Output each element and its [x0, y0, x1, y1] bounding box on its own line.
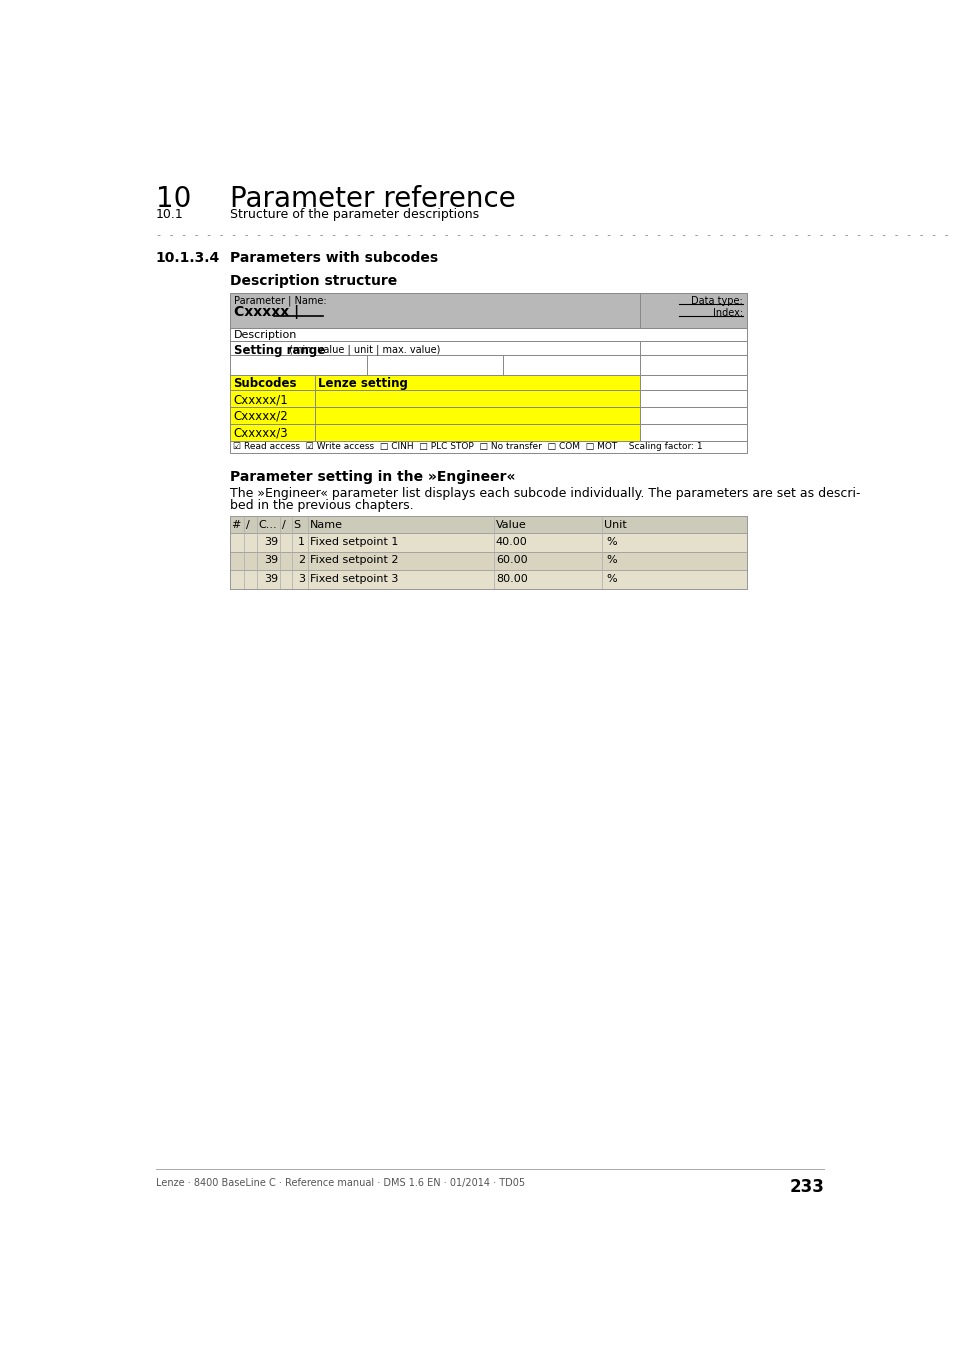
Text: Fixed setpoint 2: Fixed setpoint 2	[310, 555, 398, 566]
Text: #: #	[232, 520, 241, 531]
Text: Cxxxxx |: Cxxxxx |	[233, 305, 298, 319]
Text: Description structure: Description structure	[230, 274, 396, 288]
Text: Setting range: Setting range	[233, 344, 325, 356]
Text: Lenze · 8400 BaseLine C · Reference manual · DMS 1.6 EN · 01/2014 · TD05: Lenze · 8400 BaseLine C · Reference manu…	[155, 1179, 524, 1188]
Bar	[639, 390, 746, 406]
Text: Data type:: Data type:	[691, 296, 742, 306]
Text: Cxxxxx/2: Cxxxxx/2	[233, 410, 288, 423]
Text: (min. value | unit | max. value): (min. value | unit | max. value)	[286, 344, 439, 355]
Text: Index:: Index:	[712, 308, 742, 319]
Bar	[230, 533, 746, 552]
Text: 3: 3	[298, 574, 305, 585]
Text: Cxxxxx/3: Cxxxxx/3	[233, 427, 288, 440]
Text: 40.00: 40.00	[496, 537, 527, 547]
Text: - - - - - - - - - - - - - - - - - - - - - - - - - - - - - - - - - - - - - - - - : - - - - - - - - - - - - - - - - - - - - …	[155, 230, 953, 240]
Text: Structure of the parameter descriptions: Structure of the parameter descriptions	[230, 208, 478, 221]
Bar	[639, 424, 746, 440]
Text: Parameter reference: Parameter reference	[230, 185, 516, 213]
Bar	[230, 355, 366, 374]
Bar	[639, 406, 746, 424]
Text: 233: 233	[789, 1179, 823, 1196]
Text: 10: 10	[155, 185, 191, 213]
Text: Fixed setpoint 3: Fixed setpoint 3	[310, 574, 397, 585]
Text: Name: Name	[310, 520, 342, 531]
Text: 39: 39	[264, 555, 278, 566]
Text: Parameter setting in the »Engineer«: Parameter setting in the »Engineer«	[230, 470, 515, 485]
Text: bed in the previous chapters.: bed in the previous chapters.	[230, 500, 414, 512]
Text: C...: C...	[258, 520, 277, 531]
Bar	[639, 374, 746, 390]
Bar	[230, 552, 746, 570]
Text: 80.00: 80.00	[496, 574, 527, 585]
Text: ☑ Read access  ☑ Write access  □ CINH  □ PLC STOP  □ No transfer  □ COM  □ MOT  : ☑ Read access ☑ Write access □ CINH □ PL…	[233, 443, 702, 451]
Text: %: %	[605, 574, 616, 585]
Text: Description: Description	[233, 329, 297, 340]
Text: %: %	[605, 555, 616, 566]
Bar	[639, 355, 746, 374]
Text: The »Engineer« parameter list displays each subcode individually. The parameters: The »Engineer« parameter list displays e…	[230, 487, 860, 500]
Bar	[366, 355, 503, 374]
Text: Fixed setpoint 1: Fixed setpoint 1	[310, 537, 397, 547]
Text: 1: 1	[298, 537, 305, 547]
Text: Parameters with subcodes: Parameters with subcodes	[230, 251, 437, 265]
Text: Value: Value	[496, 520, 526, 531]
Bar	[230, 516, 746, 533]
Text: 10.1.3.4: 10.1.3.4	[155, 251, 220, 265]
Bar	[230, 424, 639, 440]
Text: %: %	[605, 537, 616, 547]
Text: /: /	[282, 520, 286, 531]
Bar	[230, 328, 746, 342]
Text: Unit: Unit	[604, 520, 626, 531]
Text: S: S	[294, 520, 300, 531]
Text: /: /	[245, 520, 249, 531]
Text: 60.00: 60.00	[496, 555, 527, 566]
Bar	[230, 440, 746, 454]
Bar	[230, 406, 639, 424]
Text: 39: 39	[264, 537, 278, 547]
Bar	[230, 390, 639, 406]
Text: 10.1: 10.1	[155, 208, 183, 221]
Text: Cxxxxx/1: Cxxxxx/1	[233, 393, 288, 406]
Text: 2: 2	[298, 555, 305, 566]
Text: Parameter | Name:: Parameter | Name:	[233, 296, 326, 306]
Bar	[230, 293, 746, 328]
Bar	[503, 355, 639, 374]
Bar	[230, 570, 746, 589]
Text: Lenze setting: Lenze setting	[318, 377, 408, 390]
Bar	[230, 342, 746, 355]
Text: 39: 39	[264, 574, 278, 585]
Bar	[230, 374, 639, 390]
Text: Subcodes: Subcodes	[233, 377, 296, 390]
